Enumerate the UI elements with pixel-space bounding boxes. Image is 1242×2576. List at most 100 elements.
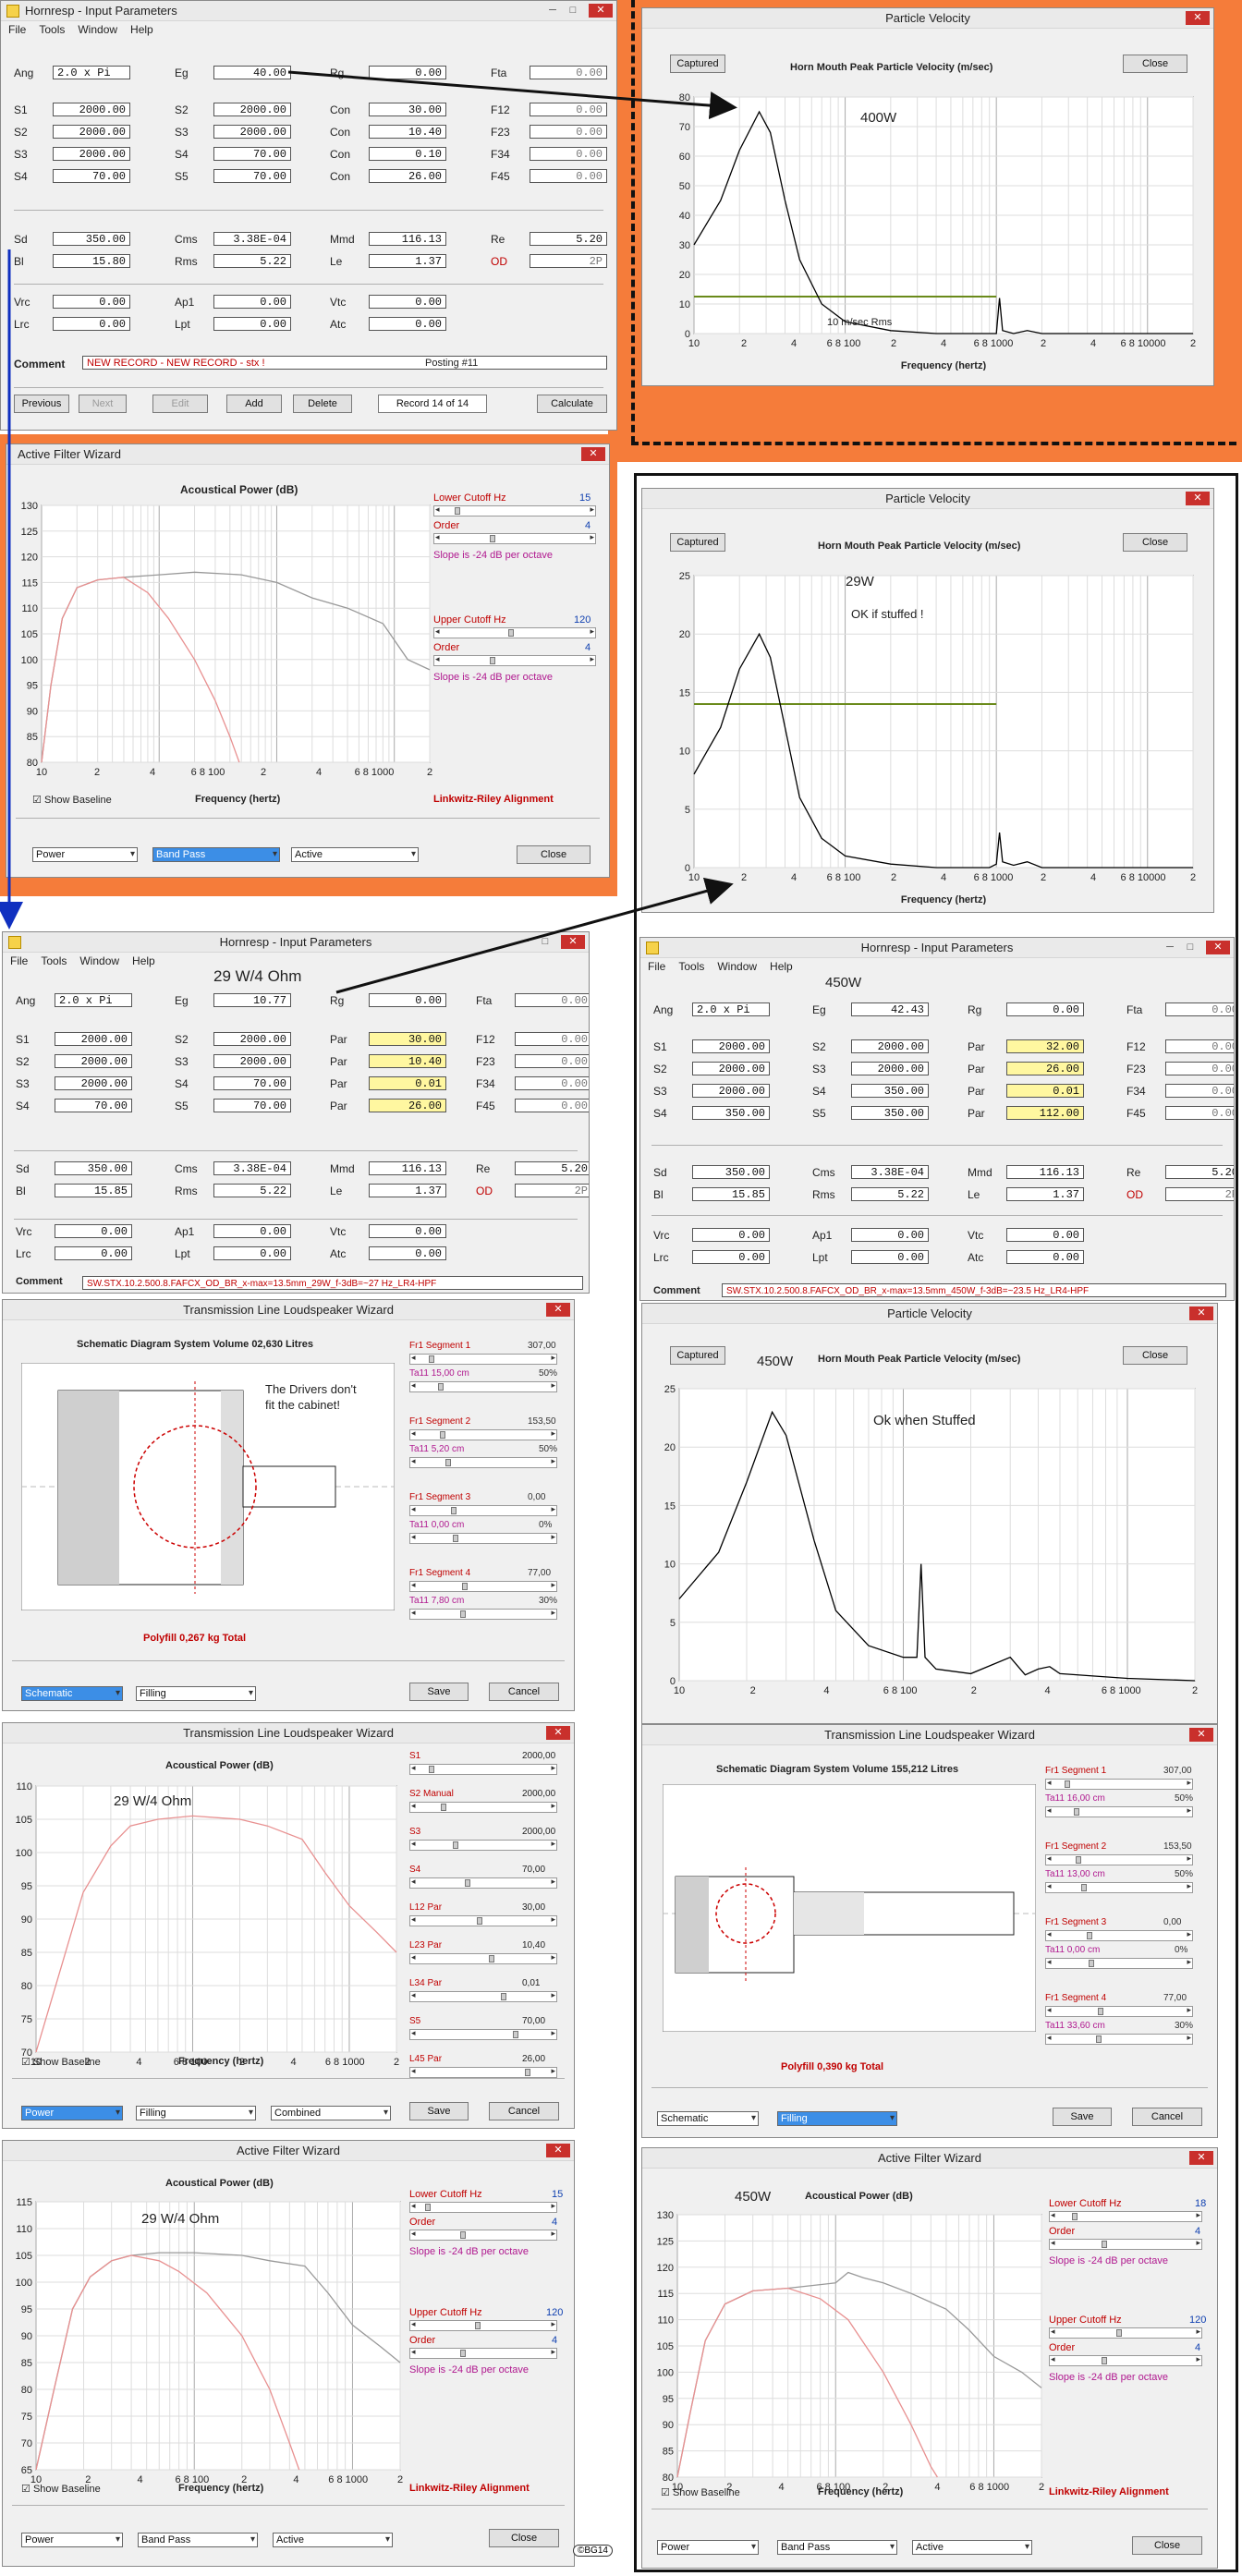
param-field-cms[interactable]: 3.38E-04 xyxy=(851,1165,929,1179)
param-field-f12[interactable]: 0.00 xyxy=(530,103,607,116)
param-field-par[interactable]: 0.01 xyxy=(369,1076,446,1090)
param-field-f34[interactable]: 0.00 xyxy=(1165,1084,1234,1098)
menu-window[interactable]: Window xyxy=(78,23,118,36)
param-field-s3[interactable]: 2000.00 xyxy=(213,1054,291,1068)
close-button[interactable]: ✕ xyxy=(561,935,585,949)
lower-cutoff-slider[interactable]: ◂ ▸ xyxy=(433,504,596,516)
close-button[interactable]: Close xyxy=(489,2529,559,2547)
view-select[interactable]: Schematic xyxy=(21,1686,123,1701)
segment-slider[interactable]: ◂ ▸ xyxy=(409,1353,557,1365)
checkbox-icon[interactable]: ☑ xyxy=(21,2484,30,2495)
captured-button[interactable]: Captured xyxy=(670,533,725,552)
param-field-lpt[interactable]: 0.00 xyxy=(213,1246,291,1260)
param-field-fta[interactable]: 0.00 xyxy=(530,66,607,79)
param-field-fta[interactable]: 0.00 xyxy=(515,993,589,1007)
param-field-rg[interactable]: 0.00 xyxy=(1006,1002,1084,1016)
comment-field[interactable]: SW.STX.10.2.500.8.FAFCX_OD_BR_x-max=13.5… xyxy=(82,1276,583,1290)
param-field-cms[interactable]: 3.38E-04 xyxy=(213,1161,291,1175)
param-field-par[interactable]: 26.00 xyxy=(369,1099,446,1112)
mode-select[interactable]: Filling xyxy=(136,2106,256,2120)
view-select[interactable]: Power xyxy=(21,2106,123,2120)
taper-slider[interactable]: ◂ ▸ xyxy=(409,1456,557,1468)
captured-button[interactable]: Captured xyxy=(670,55,725,73)
param-field-sd[interactable]: 350.00 xyxy=(53,232,130,246)
param-field-s4[interactable]: 350.00 xyxy=(851,1084,929,1098)
param-slider[interactable]: ◂ ▸ xyxy=(409,2066,557,2078)
param-field-atc[interactable]: 0.00 xyxy=(1006,1250,1084,1264)
param-slider[interactable]: ◂ ▸ xyxy=(409,1763,557,1775)
mode-select[interactable]: Filling xyxy=(136,1686,256,1701)
maximize-button[interactable]: □ xyxy=(542,936,549,947)
param-field-lrc[interactable]: 0.00 xyxy=(53,317,130,331)
param-field-par[interactable]: 112.00 xyxy=(1006,1106,1084,1120)
param-field-s5[interactable]: 350.00 xyxy=(851,1106,929,1120)
param-field-mmd[interactable]: 116.13 xyxy=(369,232,446,246)
close-button[interactable]: Close xyxy=(1123,533,1187,552)
param-field-od[interactable]: 2P xyxy=(1165,1187,1234,1201)
taper-slider[interactable]: ◂ ▸ xyxy=(409,1532,557,1544)
param-field-ap1[interactable]: 0.00 xyxy=(213,295,291,309)
cancel-button[interactable]: Cancel xyxy=(489,2102,559,2120)
param-field-s5[interactable]: 70.00 xyxy=(213,1099,291,1112)
lower-cutoff-slider[interactable]: ◂ ▸ xyxy=(1049,2210,1202,2222)
param-field-s4[interactable]: 70.00 xyxy=(55,1099,132,1112)
comment-field[interactable]: SW.STX.10.2.500.8.FAFCX_OD_BR_x-max=13.5… xyxy=(722,1283,1226,1297)
param-field-s3[interactable]: 2000.00 xyxy=(53,147,130,161)
menu-tools[interactable]: Tools xyxy=(39,23,66,36)
param-field-ap1[interactable]: 0.00 xyxy=(851,1228,929,1242)
show-baseline-checkbox[interactable]: ☑ Show Baseline xyxy=(661,2487,740,2498)
close-button[interactable]: ✕ xyxy=(1189,1306,1213,1320)
close-button[interactable]: ✕ xyxy=(1186,11,1210,25)
menu-file[interactable]: File xyxy=(10,954,29,967)
upper-order-slider[interactable]: ◂ ▸ xyxy=(1049,2354,1202,2366)
save-button[interactable]: Save xyxy=(409,1683,469,1701)
minimize-button[interactable]: ─ xyxy=(549,5,556,16)
param-field-le[interactable]: 1.37 xyxy=(369,1184,446,1197)
param-field-s2[interactable]: 2000.00 xyxy=(213,103,291,116)
param-field-f45[interactable]: 0.00 xyxy=(530,169,607,183)
power-select[interactable]: Power xyxy=(21,2533,123,2547)
show-baseline-checkbox[interactable]: ☑ Show Baseline xyxy=(21,2057,101,2068)
next-button[interactable]: Next xyxy=(79,395,127,413)
param-field-s1[interactable]: 2000.00 xyxy=(55,1032,132,1046)
active-select[interactable]: Active xyxy=(291,847,419,862)
param-field-rms[interactable]: 5.22 xyxy=(851,1187,929,1201)
segment-slider[interactable]: ◂ ▸ xyxy=(1045,1853,1193,1865)
param-field-s2[interactable]: 2000.00 xyxy=(213,1032,291,1046)
param-field-s5[interactable]: 70.00 xyxy=(213,169,291,183)
close-button[interactable]: Close xyxy=(1123,1346,1187,1365)
param-field-cms[interactable]: 3.38E-04 xyxy=(213,232,291,246)
maximize-button[interactable]: □ xyxy=(569,5,577,16)
menu-help[interactable]: Help xyxy=(770,960,793,973)
param-field-od[interactable]: 2P xyxy=(530,254,607,268)
param-field-f23[interactable]: 0.00 xyxy=(515,1054,589,1068)
param-field-vrc[interactable]: 0.00 xyxy=(53,295,130,309)
param-field-s1[interactable]: 2000.00 xyxy=(692,1039,770,1053)
param-field-f45[interactable]: 0.00 xyxy=(1165,1106,1234,1120)
taper-slider[interactable]: ◂ ▸ xyxy=(1045,2033,1193,2045)
param-field-eg[interactable]: 42.43 xyxy=(851,1002,929,1016)
menu-help[interactable]: Help xyxy=(132,954,155,967)
param-field-con[interactable]: 0.10 xyxy=(369,147,446,161)
param-field-le[interactable]: 1.37 xyxy=(369,254,446,268)
cancel-button[interactable]: Cancel xyxy=(1132,2108,1202,2126)
param-field-lrc[interactable]: 0.00 xyxy=(55,1246,132,1260)
lower-cutoff-slider[interactable]: ◂ ▸ xyxy=(409,2201,557,2213)
param-field-con[interactable]: 26.00 xyxy=(369,169,446,183)
param-field-f23[interactable]: 0.00 xyxy=(530,125,607,139)
param-field-vrc[interactable]: 0.00 xyxy=(692,1228,770,1242)
param-field-s1[interactable]: 2000.00 xyxy=(53,103,130,116)
param-field-f45[interactable]: 0.00 xyxy=(515,1099,589,1112)
lower-order-slider[interactable]: ◂ ▸ xyxy=(1049,2238,1202,2250)
upper-order-slider[interactable]: ◂ ▸ xyxy=(433,654,596,666)
param-field-atc[interactable]: 0.00 xyxy=(369,317,446,331)
param-slider[interactable]: ◂ ▸ xyxy=(409,1877,557,1889)
show-baseline-checkbox[interactable]: ☑ Show Baseline xyxy=(32,795,112,806)
close-button[interactable]: Close xyxy=(1132,2536,1202,2555)
param-field-re[interactable]: 5.20 xyxy=(1165,1165,1234,1179)
minimize-button[interactable]: ─ xyxy=(521,936,529,947)
lower-order-slider[interactable]: ◂ ▸ xyxy=(433,532,596,544)
param-field-sd[interactable]: 350.00 xyxy=(55,1161,132,1175)
param-field-s4[interactable]: 350.00 xyxy=(692,1106,770,1120)
param-field-par[interactable]: 30.00 xyxy=(369,1032,446,1046)
